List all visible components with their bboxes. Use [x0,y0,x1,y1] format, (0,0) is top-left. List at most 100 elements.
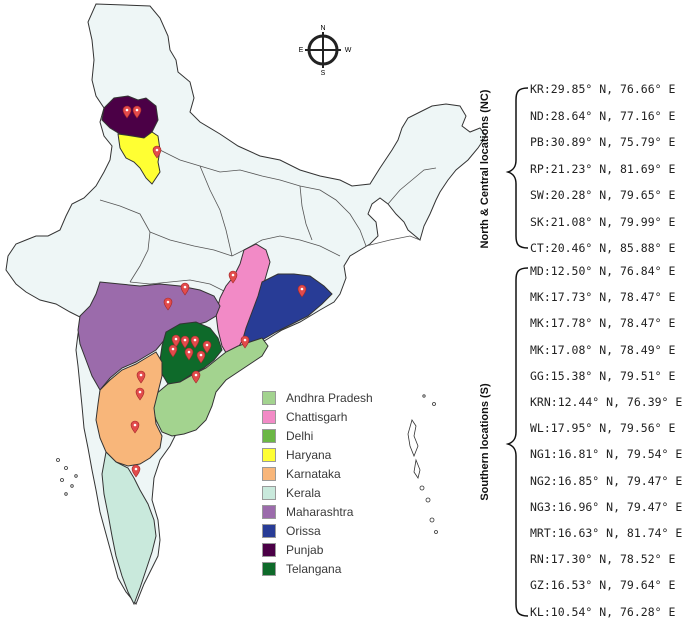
location-coordinate: MK:17.73° N, 78.47° E [530,290,676,305]
legend-item: Kerala [262,485,321,501]
compass-south-label: S [321,70,326,77]
location-coordinate: NG1:16.81° N, 79.54° E [530,447,683,462]
legend-item: Orissa [262,523,321,539]
location-pin-dot [125,108,129,112]
legend-label: Kerala [286,486,321,500]
legend-swatch [262,467,276,481]
location-pin-dot [134,467,138,471]
legend-item: Telangana [262,561,341,577]
location-pin-dot [243,338,247,342]
legend-item: Maharashtra [262,504,353,520]
location-pin-icon [190,335,200,349]
location-coordinate: MK:17.78° N, 78.47° E [530,316,676,331]
location-coordinate: RP:21.23° N, 81.69° E [530,161,676,176]
location-coordinate: ND:28.64° N, 77.16° E [530,108,676,123]
location-pin-icon [202,340,212,354]
location-pin-icon [196,350,206,364]
legend-label: Orissa [286,524,321,538]
nc-brace [505,87,529,249]
location-pin-icon [240,335,250,349]
legend-label: Chattisgarh [286,410,348,424]
location-pin-dot [199,353,203,357]
s-brace [505,267,529,617]
legend-item: Andhra Pradesh [262,390,373,406]
location-pin-dot [174,337,178,341]
state-orissa [241,273,333,349]
legend-label: Andhra Pradesh [286,391,373,405]
location-coordinate: NG2:16.85° N, 79.47° E [530,473,683,488]
location-pin-dot [133,423,137,427]
location-pin-dot [193,338,197,342]
location-coordinate: CT:20.46° N, 85.88° E [530,241,676,255]
island-outlines [56,394,438,534]
location-coordinate: RN:17.30° N, 78.52° E [530,552,676,567]
location-pin-dot [155,148,159,152]
location-pin-icon [152,145,162,159]
legend-label: Delhi [286,429,314,443]
location-coordinate: GG:15.38° N, 79.51° E [530,368,676,383]
location-pin-icon [122,105,132,119]
location-pin-icon [131,464,141,478]
s-group-label: Southern locations (S) [479,383,491,501]
legend-item: Haryana [262,447,331,463]
location-pin-dot [300,287,304,291]
location-pin-icon [136,370,146,384]
location-pin-icon [135,387,145,401]
legend-swatch [262,410,276,424]
location-pin-dot [205,343,209,347]
compass-east-label: E [299,47,304,54]
location-pin-icon [168,344,178,358]
legend-item: Punjab [262,542,323,558]
location-pin-icon [171,334,181,348]
location-coordinate: KR:29.85° N, 76.66° E [530,82,676,96]
location-pin-dot [183,285,187,289]
location-coordinate: MK:17.08° N, 78.49° E [530,342,676,357]
location-coordinate: MD:12.50° N, 76.84° E [530,264,676,278]
nc-group-label: North & Central locations (NC) [479,89,491,249]
legend-label: Maharashtra [286,505,354,519]
location-coordinate: SK:21.08° N, 79.99° E [530,214,676,229]
legend-swatch [262,524,276,538]
location-pin-dot [166,300,170,304]
location-pin-icon [132,105,142,119]
location-pin-icon [180,335,190,349]
location-coordinate: NG3:16.96° N, 79.47° E [530,499,683,514]
location-coordinate: MRT:16.63° N, 81.74° E [530,526,683,540]
location-pin-dot [138,390,142,394]
legend-item: Karnataka [262,466,341,482]
state-punjab [101,95,159,139]
location-pin-dot [183,338,187,342]
state-haryana [117,131,161,185]
location-pin-dot [231,273,235,277]
location-coordinate: PB:30.89° N, 75.79° E [530,135,676,149]
location-coordinate: KL:10.54° N, 76.28° E [530,604,676,619]
state-andhra-pradesh [151,337,269,437]
legend-swatch [262,429,276,443]
location-pin-dot [171,347,175,351]
location-pin-icon [297,284,307,298]
compass-west-label: W [345,47,352,54]
location-coordinate: KRN:12.44° N, 76.39° E [530,395,683,409]
legend-label: Karnataka [286,467,341,481]
location-pin-icon [130,420,140,434]
location-pin-dot [187,350,191,354]
location-pin-icon [163,297,173,311]
legend-item: Delhi [262,428,313,444]
location-pin-dot [194,373,198,377]
legend-swatch [262,486,276,500]
legend-label: Haryana [286,448,332,462]
state-karnataka [95,351,163,467]
location-coordinate: SW:20.28° N, 79.65° E [530,188,676,202]
state-borders [99,149,437,293]
location-pin-icon [184,347,194,361]
state-kerala [101,450,157,606]
location-pin-icon [180,282,190,296]
legend-swatch [262,543,276,557]
legend-item: Chattisgarh [262,409,347,425]
location-pin-icon [191,370,201,384]
location-coordinate: GZ:16.53° N, 79.64° E [530,578,676,593]
legend-swatch [262,448,276,462]
compass-north-label: N [320,25,325,32]
location-markers [122,105,307,478]
